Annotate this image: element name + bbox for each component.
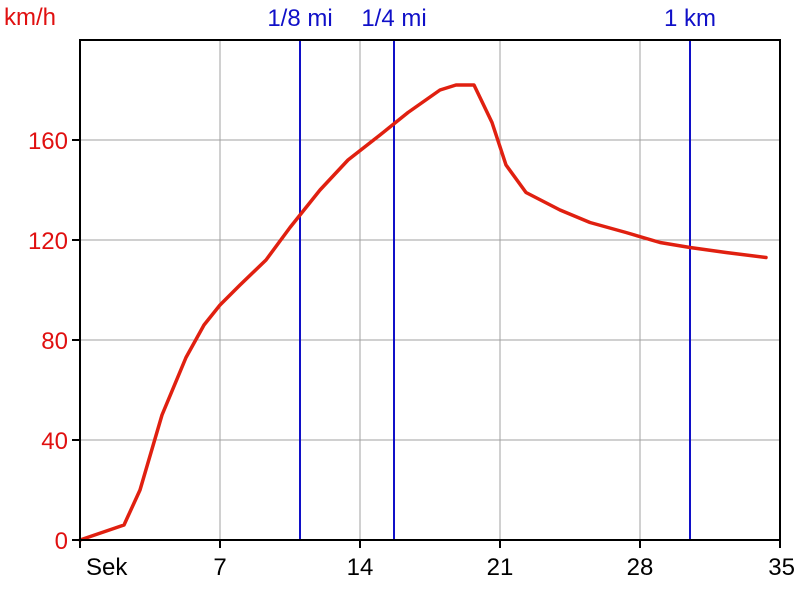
- distance-marker-label: 1/4 mi: [361, 5, 426, 32]
- x-tick-label: 28: [627, 554, 654, 581]
- y-tick-label: 0: [55, 528, 68, 555]
- x-tick-label: Sek: [86, 554, 128, 581]
- plot-frame: [79, 39, 781, 541]
- y-axis-unit-label: km/h: [4, 4, 56, 31]
- distance-marker-label: 1/8 mi: [267, 5, 332, 32]
- series-layer: [78, 83, 768, 542]
- x-tick-label: 35: [768, 554, 795, 581]
- y-tick-label: 40: [41, 428, 68, 455]
- x-tick-label: 21: [487, 554, 514, 581]
- y-tick-label: 80: [41, 328, 68, 355]
- axis-ticks: 0 40 80 120 160 Sek 7 14 21 28 35: [28, 128, 795, 581]
- x-tick-label: 7: [213, 554, 226, 581]
- y-tick-label: 160: [28, 128, 68, 155]
- distance-marker-label: 1 km: [664, 5, 716, 32]
- x-tick-label: 14: [347, 554, 374, 581]
- speed-series-line: [78, 83, 768, 542]
- y-tick-label: 120: [28, 228, 68, 255]
- distance-markers: 1/8 mi 1/4 mi 1 km: [267, 5, 716, 540]
